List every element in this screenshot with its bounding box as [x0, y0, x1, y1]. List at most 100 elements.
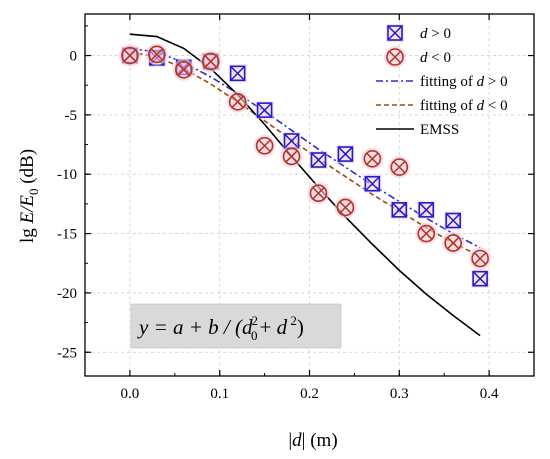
marker-cross-b [123, 49, 137, 62]
legend-label-fit-pos: fitting of d > 0 [420, 74, 508, 90]
marker-cross-b [419, 227, 433, 240]
x-tick-label: 0.2 [300, 386, 319, 402]
legend-label-fit-pos-rest: > 0 [484, 74, 507, 90]
formula-close: ) [297, 315, 304, 339]
series-line-fitting-of-d-0 [129, 51, 481, 257]
marker-cross-b [364, 176, 380, 192]
marker-circle [282, 147, 301, 166]
formula-d0-sub: 0 [251, 328, 258, 343]
marker-circle [228, 93, 247, 111]
marker-cross-b [284, 133, 300, 149]
marker-circle [174, 60, 193, 79]
x-tick-label: 0.0 [121, 386, 140, 402]
legend-label-emss: EMSS [420, 122, 459, 138]
marker-box [391, 202, 408, 218]
marker-cross-b [337, 146, 353, 162]
x-axis-title-prefix: | [288, 430, 292, 451]
data-point-d-neg [361, 147, 384, 170]
data-point-d-neg [199, 50, 222, 73]
marker-cross-b [446, 236, 460, 250]
data-point-d-pos [309, 150, 328, 169]
y-tick-label: -15 [57, 227, 77, 243]
marker-cross-b [366, 152, 379, 166]
legend-item-d-pos: d > 0 [386, 24, 451, 42]
y-tick-label: 0 [70, 49, 78, 65]
data-point-d-neg [118, 44, 141, 67]
formula-box [130, 303, 342, 349]
legend-label-fit-pos-plain: fitting of [420, 74, 477, 90]
legend-label-d-pos-var: d [420, 26, 428, 42]
x-tick-label: 0.3 [390, 386, 409, 402]
legend: d > 0 d < 0 fitting of d > 0 fitting of … [376, 24, 508, 138]
data-point-d-neg [172, 58, 195, 81]
legend-marker-circled-x-icon [384, 46, 406, 68]
marker-cross-b [445, 212, 461, 229]
marker-circle [336, 198, 355, 217]
marker-box [256, 102, 273, 118]
marker-cross-b [258, 139, 271, 153]
x-axis-title-suffix: | (m) [302, 430, 338, 451]
marker-box [310, 152, 327, 168]
marker-circle [309, 184, 328, 203]
formula-lhs: y = a + b / ( [137, 315, 244, 339]
formula-d0: d [242, 315, 253, 339]
marker-box [387, 25, 403, 41]
marker-circle [255, 136, 274, 155]
legend-item-d-neg: d < 0 [384, 46, 451, 68]
formula-d0-sup: 2 [252, 313, 259, 328]
y-axis-title-var: E/E [17, 195, 38, 225]
y-tick-label: -5 [65, 108, 78, 124]
legend-marker-boxed-x-icon [386, 24, 404, 42]
marker-circle [148, 45, 166, 64]
data-point-d-pos [363, 174, 382, 193]
legend-item-fit-pos: fitting of d > 0 [376, 74, 508, 90]
marker-box [445, 212, 461, 229]
legend-label-d-neg-var: d [420, 50, 428, 66]
marker-box [337, 146, 354, 162]
marker-cross-b [150, 48, 164, 61]
formula-d: d [277, 315, 288, 339]
data-point-d-pos [336, 145, 355, 164]
legend-label-fit-pos-var: d [477, 74, 485, 90]
marker-cross-b [312, 186, 325, 200]
data-point-d-neg [307, 182, 330, 205]
marker-box [364, 175, 381, 192]
data-point-d-neg [253, 134, 276, 157]
legend-marker-d-pos [386, 24, 404, 42]
data-point-d-neg [469, 247, 492, 270]
marker-box [229, 65, 246, 82]
data-point-d-neg [415, 222, 438, 245]
y-tick-label: -10 [57, 167, 77, 183]
legend-item-fit-neg: fitting of d < 0 [376, 98, 508, 114]
marker-circle [417, 224, 436, 243]
marker-cross-b [393, 160, 406, 174]
data-point-d-pos [444, 211, 463, 230]
marker-cross-b [257, 102, 273, 118]
series-line-emss [129, 33, 481, 337]
axis-ticks: 0.0 0.1 0.2 0.3 0.4 0 -5 -10 -15 -20 -25 [57, 14, 535, 402]
legend-label-fit-neg: fitting of d < 0 [420, 98, 508, 114]
formula-text: y = a + b / (d2 0+ d 2) [137, 313, 304, 343]
marker-box [472, 270, 488, 287]
data-point-d-pos [255, 101, 274, 120]
y-tick-label: -25 [57, 345, 77, 361]
legend-marker-d-neg [384, 46, 406, 68]
marker-circle [201, 52, 220, 71]
x-tick-label: 0.1 [210, 386, 229, 402]
marker-cross-b [310, 152, 327, 168]
marker-circle [471, 249, 489, 268]
data-point-d-pos [228, 64, 247, 83]
marker-cross-b [388, 50, 402, 64]
data-point-d-pos [417, 200, 436, 219]
marker-cross-b [387, 25, 403, 41]
data-point-d-neg [280, 145, 303, 168]
marker-cross-b [231, 95, 244, 109]
y-axis-title-sub: 0 [26, 189, 41, 196]
legend-label-d-neg-rest: < 0 [428, 50, 451, 66]
data-point-d-pos [390, 200, 409, 219]
marker-cross-b [473, 252, 487, 265]
marker-cross-b [230, 65, 246, 81]
x-axis-title-var: d [292, 430, 302, 451]
data-point-d-pos [471, 269, 490, 288]
